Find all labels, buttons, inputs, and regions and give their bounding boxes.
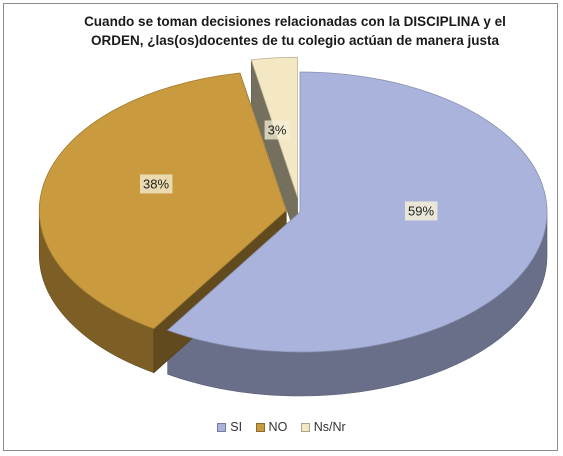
- legend-item-si: SI: [217, 420, 242, 434]
- data-label-no: 38%: [143, 176, 169, 191]
- data-label-si: 59%: [408, 203, 434, 218]
- chart-title: Cuando se toman decisiones relacionadas …: [60, 12, 530, 50]
- data-label-box-nsnr: [264, 120, 290, 140]
- data-label-box-si: [404, 201, 438, 221]
- data-label-box-no: [139, 174, 173, 194]
- pie-slice-no: [38, 72, 287, 330]
- legend-label-si: SI: [230, 420, 243, 434]
- chart-title-line-1: Cuando se toman decisiones relacionadas …: [84, 14, 506, 29]
- chart-title-line-2: ORDEN, ¿las(os)docentes de tu colegio ac…: [90, 33, 500, 48]
- data-label-nsnr: 3%: [268, 122, 287, 137]
- legend-item-nsnr: Ns/Nr: [300, 420, 346, 434]
- legend-swatch-no: [255, 423, 265, 433]
- legend-label-no: NO: [268, 420, 288, 434]
- legend-label-nsnr: Ns/Nr: [313, 420, 346, 434]
- legend-swatch-nsnr: [300, 423, 310, 433]
- legend-item-no: NO: [255, 420, 288, 434]
- pie-slice-si: [166, 71, 548, 353]
- legend: SI NO Ns/Nr: [0, 420, 563, 434]
- legend-swatch-si: [217, 423, 227, 433]
